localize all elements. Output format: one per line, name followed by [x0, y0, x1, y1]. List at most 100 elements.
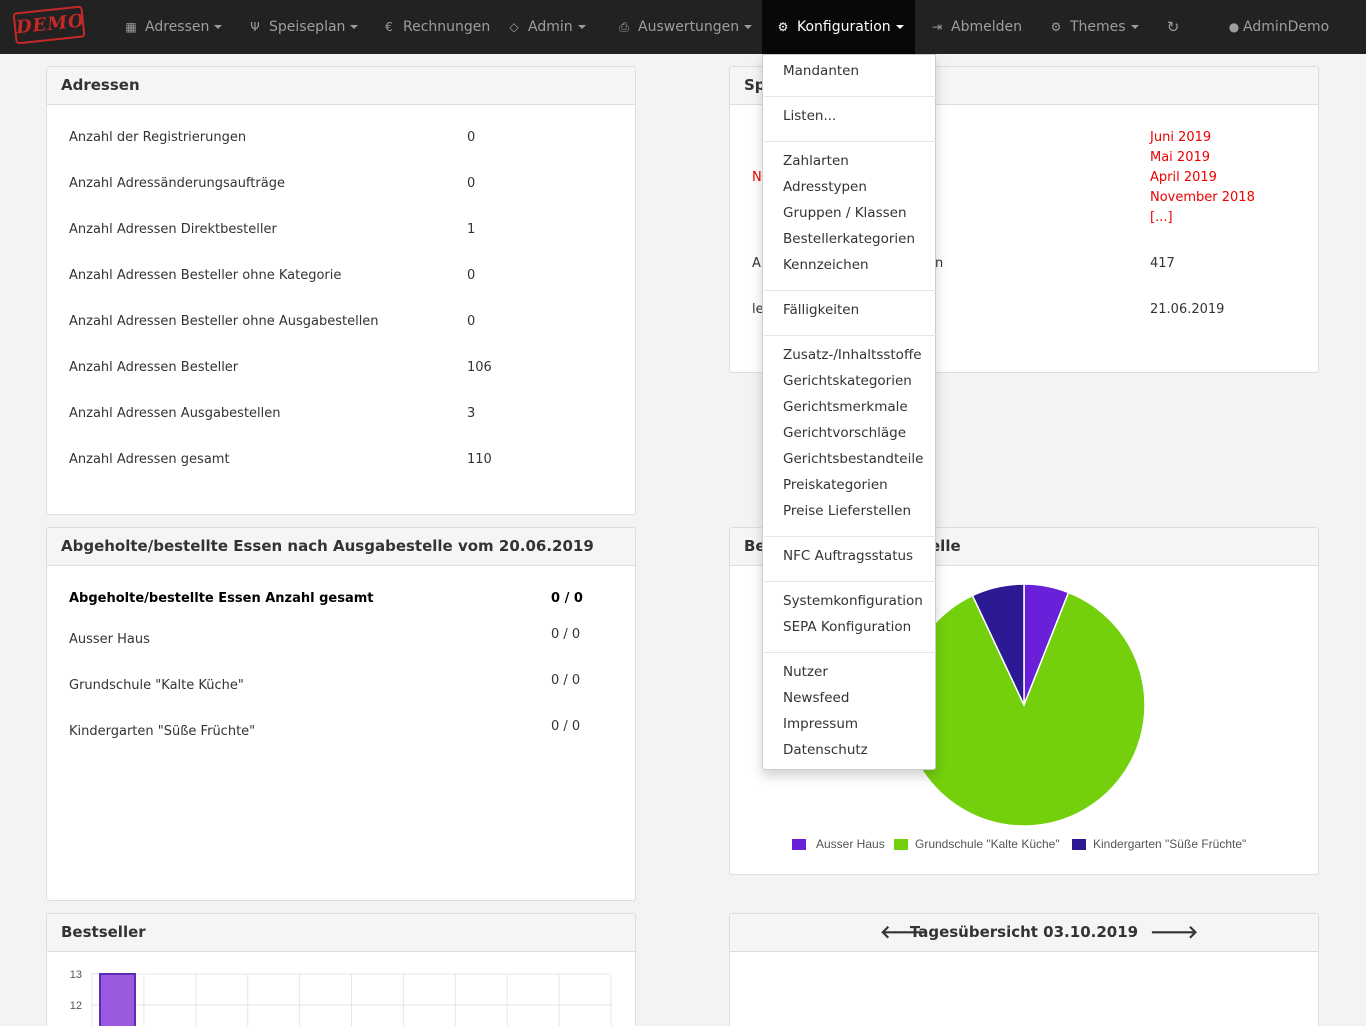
- month-link[interactable]: Juni 2019: [1150, 130, 1212, 145]
- dropdown-item[interactable]: Fälligkeiten: [783, 302, 860, 318]
- dropdown-item[interactable]: Preise Lieferstellen: [783, 503, 912, 519]
- dropdown-item[interactable]: SEPA Konfiguration: [783, 619, 912, 635]
- pie-chart: [902, 583, 1146, 827]
- dropdown-divider: [764, 290, 936, 291]
- legend-swatch-kindergarten: [1072, 839, 1086, 850]
- bar: [99, 973, 136, 1026]
- dropdown-divider: [764, 141, 936, 142]
- dropdown-item[interactable]: Preiskategorien: [783, 477, 888, 493]
- speiseplan-fragment: n: [935, 256, 944, 271]
- nav-user-label: AdminDemo: [1243, 19, 1330, 35]
- dropdown-item[interactable]: Zusatz-/Inhaltsstoffe: [783, 347, 922, 363]
- dropdown-item[interactable]: Nutzer: [783, 664, 828, 680]
- essen-panel: Abgeholte/bestellte Essen nach Ausgabest…: [46, 527, 636, 901]
- month-link[interactable]: April 2019: [1150, 170, 1217, 185]
- nav-auswertungen-label: Auswertungen: [638, 19, 740, 35]
- arrow-right-icon[interactable]: 🡒: [1150, 922, 1199, 943]
- euro-icon: €: [385, 20, 393, 34]
- nav-admin[interactable]: ◇ Admin: [507, 0, 586, 54]
- essen-total-label: Abgeholte/bestellte Essen Anzahl gesamt: [69, 591, 374, 606]
- adressen-row-value: 110: [467, 452, 492, 467]
- dropdown-item[interactable]: Gerichtskategorien: [783, 373, 912, 389]
- dropdown-item[interactable]: Zahlarten: [783, 153, 849, 169]
- nav-adressen[interactable]: ▦ Adressen: [124, 0, 223, 54]
- bestseller-panel-title: Bestseller: [47, 914, 635, 952]
- pie-slice: [971, 583, 1025, 706]
- dropdown-item[interactable]: Gerichtsbestandteile: [783, 451, 924, 467]
- month-link[interactable]: November 2018: [1150, 190, 1255, 205]
- adressen-row-value: 3: [467, 406, 476, 421]
- dropdown-item[interactable]: NFC Auftragsstatus: [783, 548, 914, 564]
- logout-icon: ⇥: [931, 20, 943, 34]
- konfiguration-dropdown: Mandanten Listen... Zahlarten Adresstypen Gr…: [762, 54, 936, 770]
- nav-rechnungen-label: Rechnungen: [403, 19, 491, 35]
- nav-admin-label: Admin: [528, 19, 573, 35]
- essen-row-label: Kindergarten "Süße Früchte": [69, 724, 256, 739]
- essen-total-value: 0 / 0: [551, 591, 583, 606]
- adressen-row-value: 0: [467, 176, 476, 191]
- dropdown-divider: [764, 335, 936, 336]
- dropdown-divider: [764, 581, 936, 582]
- legend-swatch-grundschule: [894, 839, 908, 850]
- legend-label: Grundschule "Kalte Küche": [915, 837, 1060, 851]
- speiseplan-date: 21.06.2019: [1150, 302, 1225, 317]
- adressen-panel-title: Adressen: [47, 67, 635, 105]
- caret-down-icon: [577, 25, 586, 29]
- essen-row-value: 0 / 0: [551, 673, 581, 688]
- speiseplan-fragment: le: [752, 302, 764, 317]
- refresh-button[interactable]: ↻: [1166, 0, 1187, 54]
- dropdown-item[interactable]: Newsfeed: [783, 690, 850, 706]
- tages-panel: 🡐 Tagesübersicht 03.10.2019 🡒: [729, 913, 1319, 1026]
- caret-down-icon: [1130, 25, 1139, 29]
- dropdown-item[interactable]: Listen...: [783, 108, 837, 124]
- cutlery-icon: Ψ: [250, 20, 260, 34]
- top-navbar: DEMO ▦ Adressen Ψ Speiseplan € Rechnungen ◇…: [0, 0, 1366, 54]
- dropdown-item[interactable]: Systemkonfiguration: [783, 593, 923, 609]
- adressen-row-label: Anzahl Adressen Ausgabestellen: [69, 406, 281, 421]
- bestseller-panel: Bestseller 13 12: [46, 913, 636, 1026]
- dropdown-item[interactable]: Mandanten: [783, 63, 860, 79]
- dropdown-item[interactable]: Kennzeichen: [783, 257, 869, 273]
- caret-down-icon: [350, 25, 359, 29]
- speiseplan-fragment: N: [752, 170, 762, 185]
- nav-user[interactable]: ● AdminDemo: [1227, 0, 1329, 54]
- more-link[interactable]: [...]: [1150, 210, 1173, 225]
- nav-rechnungen[interactable]: € Rechnungen: [382, 0, 490, 54]
- demo-logo[interactable]: DEMO: [12, 5, 86, 45]
- pie-panel-title-right: elle: [930, 537, 961, 555]
- nav-themes[interactable]: ⚙ Themes: [1049, 0, 1139, 54]
- print-icon: ⎙: [619, 20, 629, 34]
- nav-konfiguration[interactable]: ⚙ Konfiguration: [762, 0, 915, 54]
- essen-panel-title: Abgeholte/bestellte Essen nach Ausgabest…: [47, 528, 635, 566]
- adressen-panel: Adressen Anzahl der Registrierungen 0 Anza…: [46, 66, 636, 515]
- nav-adressen-label: Adressen: [145, 19, 210, 35]
- dropdown-item[interactable]: Impressum: [783, 716, 859, 732]
- adressen-row-label: Anzahl Adressen Besteller ohne Kategorie: [69, 268, 342, 283]
- adressen-row-label: Anzahl der Registrierungen: [69, 130, 247, 145]
- adressen-row-value: 0: [467, 314, 476, 329]
- nav-speiseplan-label: Speiseplan: [269, 19, 346, 35]
- dropdown-item[interactable]: Datenschutz: [783, 742, 868, 758]
- dropdown-item[interactable]: Gerichtsmerkmale: [783, 399, 908, 415]
- pie-panel-title-left: Be: [744, 537, 766, 555]
- nav-speiseplan[interactable]: Ψ Speiseplan: [248, 0, 359, 54]
- adressen-row-value: 1: [467, 222, 476, 237]
- dropdown-item[interactable]: Gruppen / Klassen: [783, 205, 907, 221]
- table-icon: ▦: [125, 20, 137, 34]
- month-link[interactable]: Mai 2019: [1150, 150, 1211, 165]
- nav-auswertungen[interactable]: ⎙ Auswertungen: [617, 0, 753, 54]
- legend-label: Ausser Haus: [816, 837, 885, 851]
- dropdown-item[interactable]: Adresstypen: [783, 179, 867, 195]
- dropdown-item[interactable]: Gerichtvorschläge: [783, 425, 907, 441]
- gear-icon: ⚙: [777, 20, 789, 34]
- adressen-row-label: Anzahl Adressen gesamt: [69, 452, 230, 467]
- essen-row-label: Ausser Haus: [69, 632, 150, 647]
- arrow-left-icon[interactable]: 🡐: [880, 922, 929, 943]
- nav-abmelden[interactable]: ⇥ Abmelden: [930, 0, 1022, 54]
- y-tick-label: 12: [70, 1000, 82, 1012]
- y-tick-label: 13: [70, 969, 82, 981]
- refresh-icon: ↻: [1166, 18, 1180, 36]
- caret-down-icon: [895, 25, 904, 29]
- dropdown-divider: [764, 96, 936, 97]
- dropdown-item[interactable]: Bestellerkategorien: [783, 231, 916, 247]
